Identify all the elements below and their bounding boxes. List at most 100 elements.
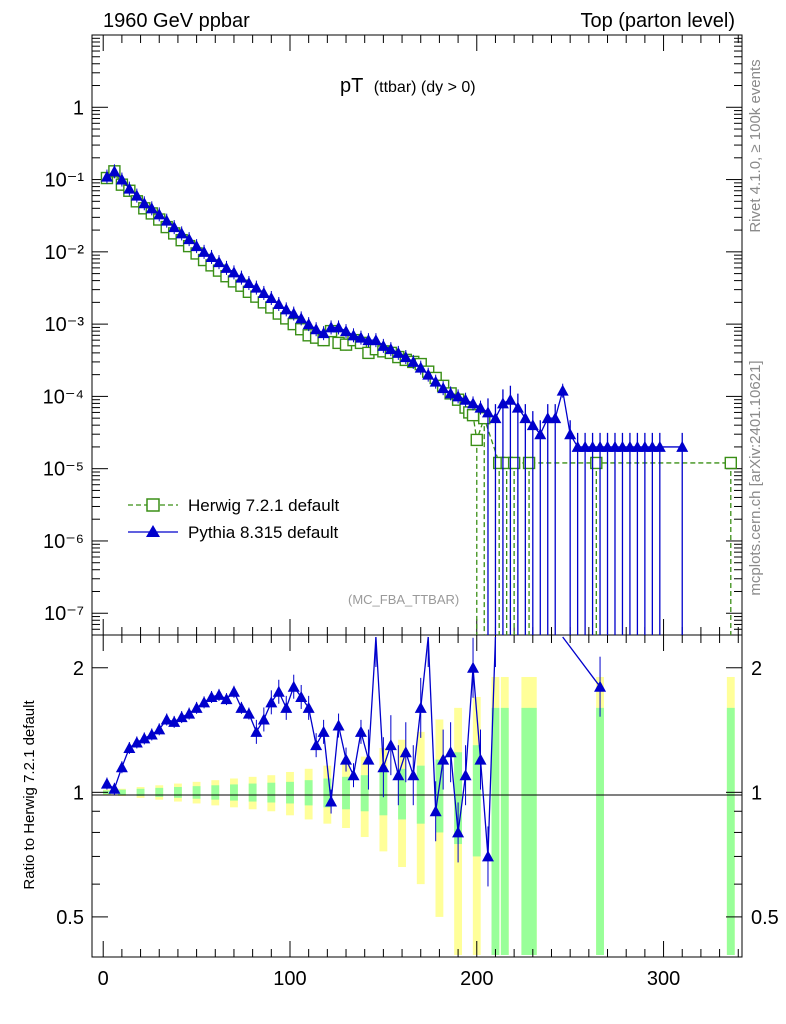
pythia-point — [496, 397, 509, 409]
pythia-point — [130, 189, 143, 201]
pythia-point — [227, 266, 240, 278]
band-green — [398, 768, 406, 820]
pythia-point — [653, 440, 666, 452]
ratio-point — [414, 701, 427, 713]
legend: Herwig 7.2.1 default Pythia 8.315 defaul… — [128, 496, 339, 542]
xtick-label: 300 — [647, 968, 680, 990]
ratio-point — [594, 680, 607, 692]
band-green — [528, 707, 537, 955]
ratio-point — [190, 701, 203, 713]
pythia-point — [564, 428, 577, 440]
xtick-label: 200 — [460, 968, 493, 990]
ratio-uncertainty-bands — [103, 676, 735, 955]
pythia-point — [354, 331, 367, 343]
band-green — [491, 707, 500, 955]
legend-pythia-marker — [146, 525, 160, 537]
rivet-label: Rivet 4.1.0, ≥ 100k events — [747, 59, 764, 232]
pythia-point — [302, 318, 315, 330]
ratio-point — [257, 713, 270, 725]
pythia-point — [123, 182, 136, 194]
pythia-point — [422, 368, 435, 380]
pythia-point — [474, 401, 487, 413]
xtick-label: 0 — [98, 968, 109, 990]
ratio-point — [310, 739, 323, 751]
pythia-point — [407, 355, 420, 367]
ratio-ytick-label-left: 0.5 — [56, 907, 84, 929]
ratio-point — [100, 777, 113, 789]
ratio-point — [302, 701, 315, 713]
pythia-point — [198, 245, 211, 257]
ratio-point — [145, 728, 158, 740]
plot-title-sub: (ttbar) (dy > 0) — [374, 79, 476, 96]
ratio-ytick-label-right: 0.5 — [751, 907, 779, 929]
main-ytick-label: 1 — [73, 97, 84, 119]
ratio-point — [250, 725, 263, 737]
pythia-point — [414, 361, 427, 373]
herwig-point — [507, 456, 521, 470]
pythia-point — [242, 277, 255, 289]
pythia-point — [220, 261, 233, 273]
plot-title: pT (ttbar) (dy > 0) — [340, 75, 476, 97]
pythia-point — [287, 307, 300, 319]
pythia-point — [213, 256, 226, 268]
pythia-series — [100, 164, 689, 635]
header-left: 1960 GeV ppbar — [103, 10, 250, 32]
pythia-point — [257, 286, 270, 298]
pythia-point — [250, 281, 263, 293]
ratio-point — [235, 701, 248, 713]
band-green — [472, 745, 481, 857]
band-green — [155, 787, 164, 797]
band-green — [230, 784, 238, 801]
pythia-point — [504, 393, 517, 405]
ratio-point — [340, 753, 353, 765]
ratio-point — [265, 696, 278, 708]
pythia-point — [519, 412, 532, 424]
pythia-point — [511, 401, 524, 413]
ratio-point — [287, 680, 300, 692]
pythia-point — [676, 440, 689, 452]
main-ytick-label: 10⁻⁷ — [44, 603, 84, 625]
pythia-point — [369, 334, 382, 346]
ratio-point — [242, 707, 255, 719]
plot-title-main: pT — [340, 75, 363, 97]
main-ytick-label: 10⁻³ — [45, 314, 85, 336]
ratio-point — [130, 736, 143, 748]
herwig-series — [100, 165, 737, 635]
band-green — [286, 781, 294, 804]
pythia-point — [175, 227, 188, 239]
band-green — [360, 775, 369, 812]
ratio-point — [175, 711, 188, 723]
ratio-plot-frame — [91, 634, 743, 958]
ratio-point — [325, 795, 338, 807]
pythia-point — [235, 271, 248, 283]
ratio-point — [474, 753, 487, 765]
header-right: Top (parton level) — [580, 10, 735, 32]
ratio-point — [227, 685, 240, 697]
pythia-point — [153, 208, 166, 220]
ratio-ytick-label-left: 1 — [73, 782, 84, 804]
band-green — [454, 752, 463, 845]
pythia-point — [549, 412, 562, 424]
pythia-point — [265, 291, 278, 303]
band-green — [342, 776, 350, 810]
ratio-point — [198, 696, 211, 708]
ratio-point — [160, 713, 173, 725]
ratio-point — [213, 688, 226, 700]
band-green — [596, 707, 604, 955]
pythia-point — [481, 406, 494, 418]
pythia-point — [310, 323, 323, 335]
band-green — [726, 707, 735, 955]
ratio-point — [183, 707, 196, 719]
pythia-point — [160, 214, 173, 226]
band-green — [521, 707, 530, 955]
ratio-point — [362, 753, 375, 765]
ratio-point — [377, 761, 390, 773]
pythia-point — [384, 343, 397, 355]
band-green — [500, 707, 509, 955]
ratio-point — [153, 723, 166, 735]
ratio-point — [384, 739, 397, 751]
main-ytick-label: 10⁻⁴ — [43, 386, 84, 408]
pythia-point — [100, 170, 113, 182]
band-green — [435, 759, 444, 833]
pythia-point — [332, 321, 345, 333]
